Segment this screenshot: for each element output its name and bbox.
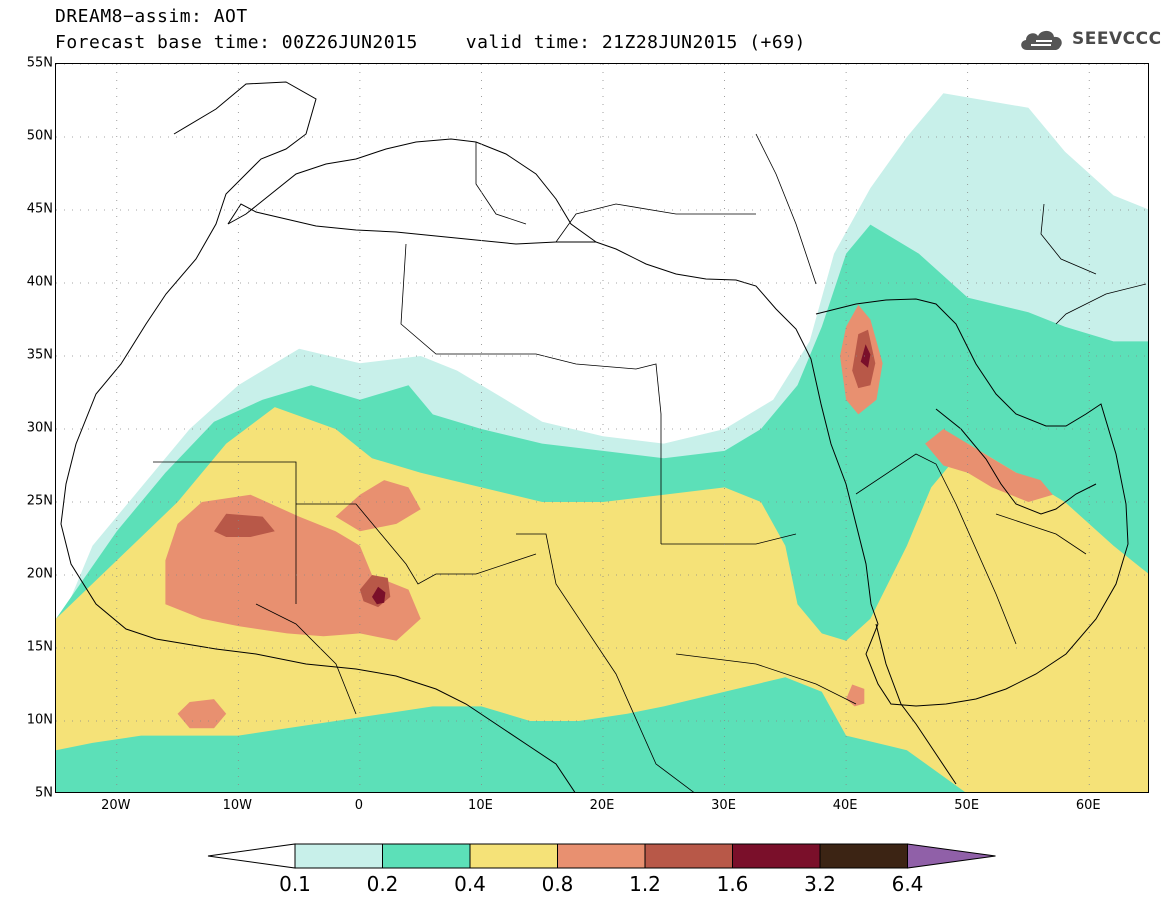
map-title: DREAM8−assim: AOT bbox=[55, 6, 248, 27]
lat-tick-label: 35N bbox=[26, 347, 53, 363]
forecast-base-time: Forecast base time: 00Z26JUN2015 bbox=[55, 32, 418, 53]
lon-tick-label: 60E bbox=[1075, 798, 1101, 813]
lat-tick-label: 20N bbox=[26, 566, 53, 582]
colorbar-level-label: 0.8 bbox=[541, 872, 574, 896]
colorbar-box-0 bbox=[294, 843, 383, 869]
colorbar-level-label: 1.6 bbox=[716, 872, 749, 896]
lat-tick-label: 50N bbox=[26, 128, 53, 144]
colorbar-box-3 bbox=[557, 843, 646, 869]
colorbar-box-6 bbox=[819, 843, 908, 869]
coastlines bbox=[60, 81, 1129, 792]
lon-tick-label: 10W bbox=[222, 798, 253, 813]
lat-tick-label: 10N bbox=[26, 712, 53, 728]
map-area bbox=[55, 63, 1149, 793]
aot-region-2 bbox=[56, 407, 1148, 792]
lon-tick-label: 40E bbox=[832, 798, 858, 813]
colorbar-over-arrow bbox=[907, 843, 996, 869]
aot-region-4 bbox=[335, 480, 421, 532]
colorbar-under-arrow bbox=[207, 843, 296, 869]
colorbar-box-1 bbox=[382, 843, 471, 869]
colorbar-level-label: 0.4 bbox=[454, 872, 486, 896]
lon-tick-label: 20W bbox=[101, 798, 131, 813]
colorbar-box-2 bbox=[469, 843, 558, 869]
seevccc-logo: SEEVCCC bbox=[1018, 24, 1162, 54]
aot-contour-regions bbox=[56, 93, 1148, 792]
lat-tick-label: 5N bbox=[35, 785, 53, 801]
lat-tick-label: 40N bbox=[26, 274, 53, 290]
aot-region-6 bbox=[925, 429, 1053, 502]
aot-map bbox=[56, 64, 1148, 792]
lon-tick-label: 10E bbox=[468, 798, 493, 813]
colorbar-level-label: 3.2 bbox=[804, 872, 836, 896]
lon-tick-label: 0 bbox=[354, 798, 364, 813]
lon-tick-label: 50E bbox=[954, 798, 980, 813]
colorbar bbox=[207, 843, 996, 869]
colorbar-level-label: 1.2 bbox=[629, 872, 661, 896]
colorbar-level-label: 0.1 bbox=[279, 872, 311, 896]
aot-region-7 bbox=[177, 699, 227, 729]
aot-region-12 bbox=[372, 586, 386, 605]
map-subtitle: Forecast base time: 00Z26JUN2015 valid ti… bbox=[55, 32, 806, 53]
colorbar-level-label: 6.4 bbox=[891, 872, 924, 896]
valid-time: valid time: 21Z28JUN2015 (+69) bbox=[465, 32, 806, 53]
lat-tick-label: 45N bbox=[26, 201, 53, 217]
lat-tick-label: 25N bbox=[26, 493, 53, 509]
lat-tick-label: 55N bbox=[26, 55, 53, 71]
colorbar-box-4 bbox=[644, 843, 733, 869]
country-borders bbox=[153, 133, 1147, 792]
lon-tick-label: 20E bbox=[589, 798, 615, 813]
logo-text: SEEVCCC bbox=[1072, 29, 1162, 49]
colorbar-level-label: 0.2 bbox=[366, 872, 399, 896]
graticule bbox=[56, 64, 1148, 792]
aot-region-9 bbox=[214, 513, 275, 537]
aot-region-13 bbox=[860, 344, 871, 368]
colorbar-box-5 bbox=[732, 843, 821, 869]
lat-tick-label: 15N bbox=[26, 639, 53, 655]
lon-tick-label: 30E bbox=[711, 798, 736, 813]
lat-tick-label: 30N bbox=[26, 420, 53, 436]
cloud-icon bbox=[1021, 30, 1062, 50]
